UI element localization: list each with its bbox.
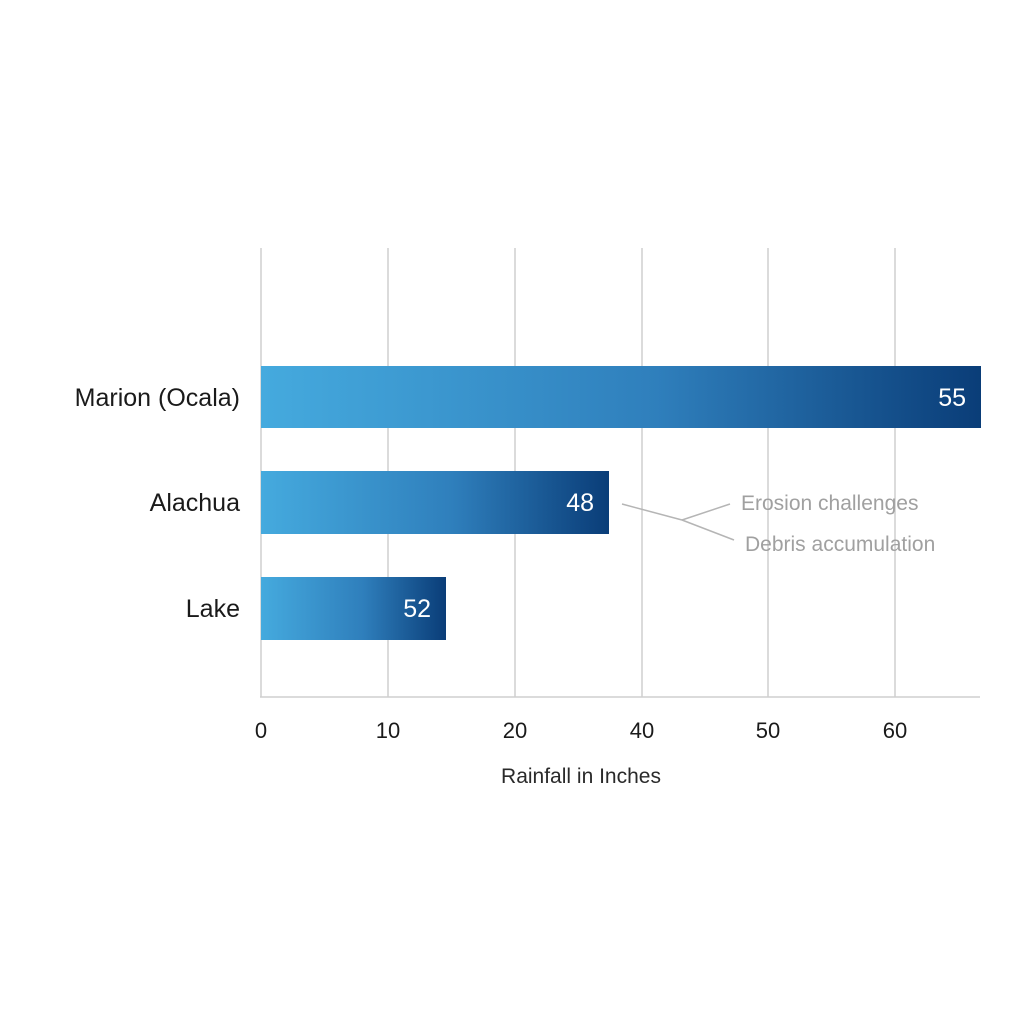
bar-lake (261, 577, 446, 640)
bar-alachua (261, 471, 609, 534)
value-label-lake: 52 (403, 595, 431, 623)
x-tick-label: 50 (756, 718, 780, 743)
callout-line (681, 519, 735, 541)
value-label-marion: 55 (938, 384, 966, 412)
category-label-marion: Marion (Ocala) (75, 384, 240, 412)
x-tick-labels: 0 10 20 40 50 60 (255, 718, 907, 743)
bar-marion (261, 366, 981, 428)
annotation-erosion: Erosion challenges (741, 492, 918, 515)
category-label-lake: Lake (186, 595, 240, 623)
category-label-alachua: Alachua (150, 489, 240, 517)
x-tick-label: 0 (255, 718, 267, 743)
annotation-callout: Erosion challenges Debris accumulation (621, 492, 935, 556)
x-axis-title: Rainfall in Inches (501, 765, 661, 788)
x-tick-label: 40 (630, 718, 654, 743)
value-labels: 55 48 52 (403, 384, 966, 623)
value-label-alachua: 48 (566, 489, 594, 517)
callout-line (621, 503, 683, 521)
annotation-debris: Debris accumulation (745, 533, 935, 556)
callout-line (681, 503, 731, 521)
x-tick-label: 10 (376, 718, 400, 743)
category-labels: Marion (Ocala) Alachua Lake (75, 384, 240, 623)
x-tick-label: 20 (503, 718, 527, 743)
x-tick-label: 60 (883, 718, 907, 743)
bars (261, 366, 981, 640)
